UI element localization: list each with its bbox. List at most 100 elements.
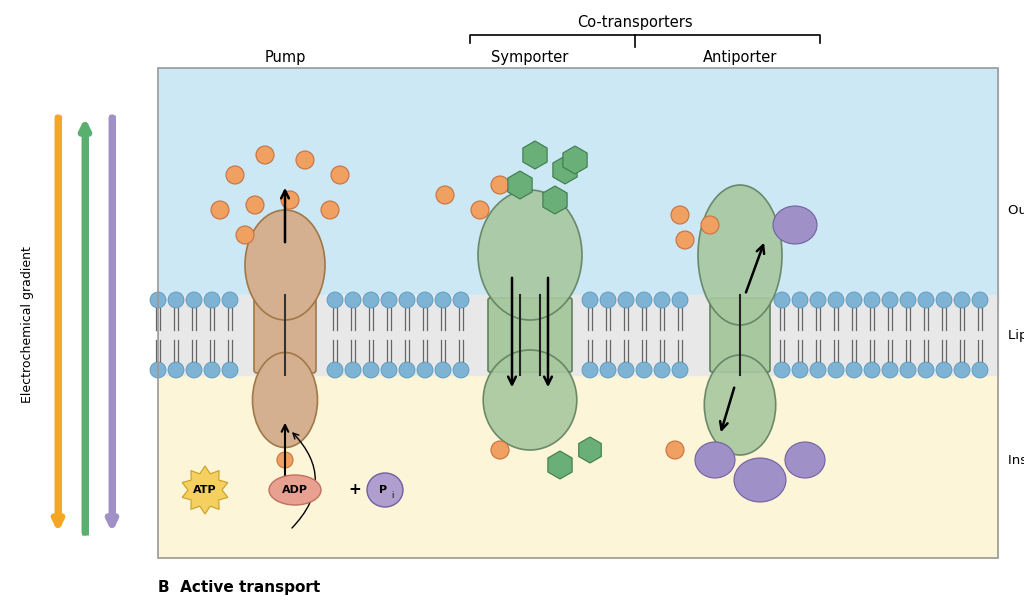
Circle shape [671, 206, 689, 224]
Ellipse shape [483, 350, 577, 450]
Circle shape [654, 292, 670, 308]
Circle shape [362, 292, 379, 308]
Circle shape [672, 292, 688, 308]
Circle shape [900, 292, 916, 308]
Circle shape [672, 362, 688, 378]
Ellipse shape [698, 185, 782, 325]
Text: i: i [391, 492, 393, 501]
Circle shape [636, 362, 652, 378]
Circle shape [774, 362, 790, 378]
Circle shape [168, 292, 184, 308]
Circle shape [972, 362, 988, 378]
Circle shape [381, 292, 397, 308]
Circle shape [918, 292, 934, 308]
Circle shape [792, 362, 808, 378]
Ellipse shape [478, 190, 582, 320]
Circle shape [417, 292, 433, 308]
Circle shape [211, 201, 229, 219]
Circle shape [256, 146, 274, 164]
Circle shape [236, 226, 254, 244]
Circle shape [582, 292, 598, 308]
Polygon shape [523, 141, 547, 169]
Circle shape [846, 292, 862, 308]
Circle shape [864, 292, 880, 308]
Circle shape [636, 292, 652, 308]
Polygon shape [543, 186, 567, 214]
Ellipse shape [734, 458, 786, 502]
Text: Pump: Pump [264, 50, 306, 65]
Circle shape [327, 362, 343, 378]
Ellipse shape [245, 210, 325, 320]
Circle shape [972, 292, 988, 308]
Circle shape [435, 362, 451, 378]
Text: Antiporter: Antiporter [702, 50, 777, 65]
Circle shape [954, 362, 970, 378]
Bar [158, 68, 998, 558]
Circle shape [676, 231, 694, 249]
FancyBboxPatch shape [488, 298, 572, 372]
FancyBboxPatch shape [710, 298, 770, 372]
Circle shape [399, 362, 415, 378]
Ellipse shape [269, 475, 321, 505]
Circle shape [226, 166, 244, 184]
Polygon shape [553, 156, 578, 184]
Circle shape [435, 292, 451, 308]
Ellipse shape [785, 442, 825, 478]
Circle shape [954, 292, 970, 308]
Circle shape [490, 176, 509, 194]
Circle shape [828, 362, 844, 378]
Circle shape [399, 292, 415, 308]
Circle shape [864, 362, 880, 378]
Text: Lipid bilayer: Lipid bilayer [1008, 329, 1024, 341]
Circle shape [582, 362, 598, 378]
Circle shape [453, 362, 469, 378]
Circle shape [246, 196, 264, 214]
Circle shape [936, 362, 952, 378]
Text: Symporter: Symporter [492, 50, 568, 65]
Circle shape [327, 292, 343, 308]
Bar [158, 365, 998, 558]
Circle shape [654, 362, 670, 378]
Text: Outside cell: Outside cell [1008, 204, 1024, 216]
Text: +: + [348, 483, 361, 498]
Ellipse shape [367, 473, 403, 507]
Polygon shape [548, 451, 572, 479]
Circle shape [204, 362, 220, 378]
Circle shape [471, 201, 489, 219]
Circle shape [222, 292, 238, 308]
Circle shape [168, 362, 184, 378]
Polygon shape [508, 171, 532, 199]
Circle shape [774, 292, 790, 308]
Circle shape [490, 441, 509, 459]
Circle shape [186, 292, 202, 308]
Circle shape [417, 362, 433, 378]
Circle shape [828, 292, 844, 308]
Circle shape [453, 292, 469, 308]
Polygon shape [579, 437, 601, 463]
Text: P: P [379, 485, 387, 495]
Circle shape [666, 441, 684, 459]
Circle shape [600, 362, 616, 378]
Circle shape [150, 292, 166, 308]
Circle shape [281, 191, 299, 209]
Circle shape [362, 362, 379, 378]
Circle shape [345, 362, 361, 378]
Text: Inside cell: Inside cell [1008, 454, 1024, 466]
Circle shape [222, 362, 238, 378]
Circle shape [600, 292, 616, 308]
Polygon shape [563, 146, 587, 174]
Text: Co-transporters: Co-transporters [578, 15, 693, 30]
Circle shape [278, 452, 293, 468]
Circle shape [296, 151, 314, 169]
Circle shape [321, 201, 339, 219]
Text: ATP: ATP [194, 485, 217, 495]
Ellipse shape [695, 442, 735, 478]
Ellipse shape [253, 353, 317, 448]
Bar [158, 295, 998, 375]
Circle shape [792, 292, 808, 308]
Circle shape [701, 216, 719, 234]
Circle shape [810, 362, 826, 378]
Circle shape [204, 292, 220, 308]
Circle shape [618, 292, 634, 308]
Circle shape [918, 362, 934, 378]
